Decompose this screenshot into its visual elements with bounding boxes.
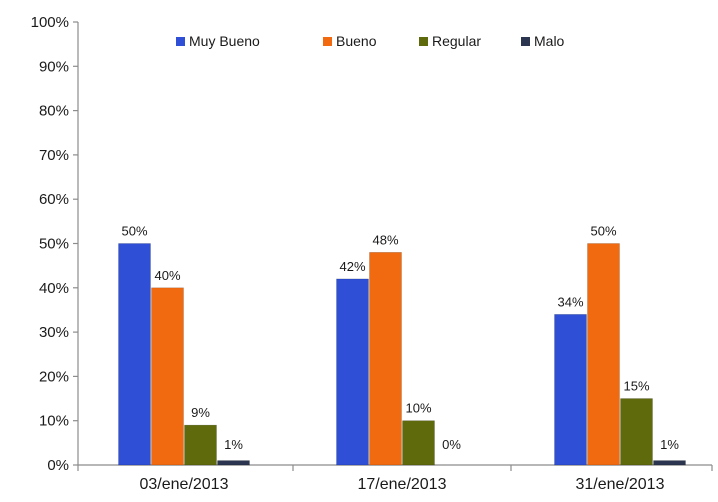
legend-label: Malo [534, 33, 565, 49]
y-tick-label: 50% [39, 236, 69, 253]
data-label: 9% [191, 405, 210, 420]
x-category-label: 17/ene/2013 [358, 476, 447, 493]
bar-muy-bueno [118, 243, 151, 466]
y-tick-label: 40% [39, 280, 69, 297]
y-tick-label: 10% [39, 413, 69, 430]
y-tick-label: 30% [39, 324, 69, 341]
bar-regular [184, 424, 217, 466]
x-category-label: 03/ene/2013 [140, 476, 229, 493]
legend-label: Regular [432, 33, 481, 49]
legend-swatch [176, 37, 185, 46]
bar-malo [217, 460, 250, 466]
data-label: 42% [339, 259, 365, 274]
y-tick-label: 60% [39, 191, 69, 208]
bars-group [118, 243, 686, 466]
y-axis: 0% 10% 20% 30% 40% 50% 60% 70% 80% 90% 100% [31, 14, 79, 474]
y-tick-label: 20% [39, 368, 69, 385]
bar-bueno [151, 287, 184, 466]
data-label: 15% [623, 379, 649, 394]
y-tick-label: 0% [47, 457, 69, 474]
x-category-label: 31/ene/2013 [576, 476, 665, 493]
data-label: 1% [224, 437, 243, 452]
bar-muy-bueno [554, 314, 587, 466]
y-tick-label: 70% [39, 147, 69, 164]
legend-label: Bueno [336, 33, 377, 49]
y-tick-label: 100% [31, 14, 69, 31]
x-axis: 03/ene/2013 17/ene/2013 31/ene/2013 [77, 464, 713, 493]
data-label: 40% [154, 268, 180, 283]
legend-swatch [323, 37, 332, 46]
bar-muy-bueno [336, 278, 369, 466]
legend: Muy Bueno Bueno Regular Malo [176, 33, 565, 49]
data-label: 1% [660, 437, 679, 452]
legend-label: Muy Bueno [189, 33, 260, 49]
data-label: 0% [442, 437, 461, 452]
legend-swatch [419, 37, 428, 46]
bar-bueno [587, 243, 620, 466]
bar-regular [402, 420, 435, 466]
y-tick-label: 90% [39, 58, 69, 75]
bar-bueno [369, 252, 402, 466]
data-label: 50% [121, 224, 147, 239]
data-label: 48% [372, 232, 398, 247]
data-labels-group: 50% 42% 34% 40% 48% 50% 9% 10% 15% 1% 0% 1% [121, 224, 679, 453]
y-tick-label: 80% [39, 103, 69, 120]
legend-swatch [521, 37, 530, 46]
bar-regular [620, 398, 653, 466]
data-label: 34% [557, 294, 583, 309]
bar-malo [653, 460, 686, 466]
data-label: 10% [405, 401, 431, 416]
data-label: 50% [590, 224, 616, 239]
